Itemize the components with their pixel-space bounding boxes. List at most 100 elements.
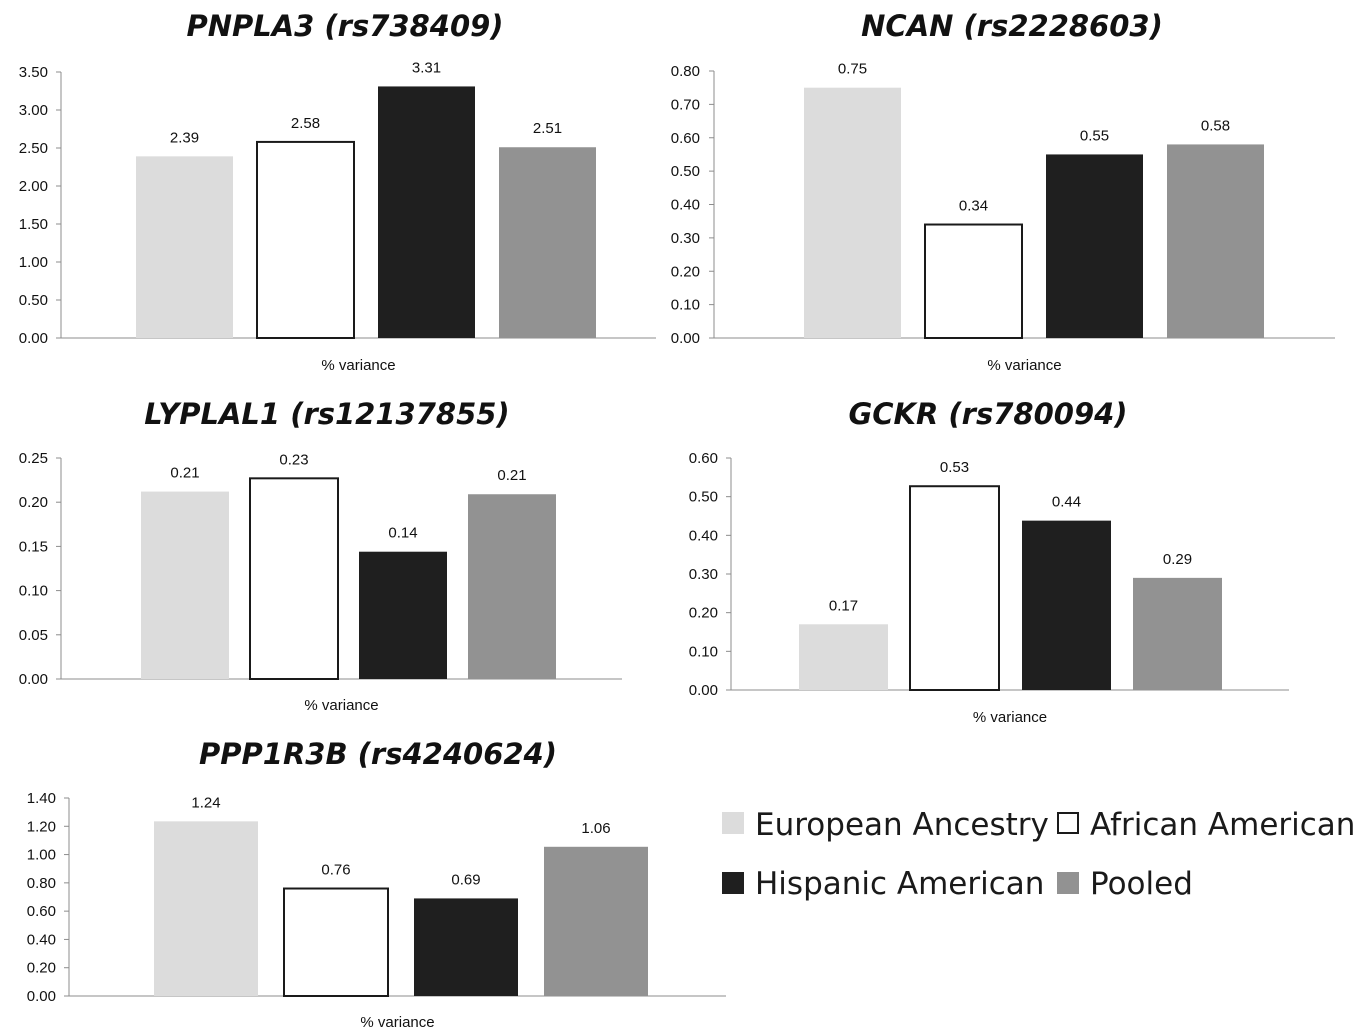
bar-african-american <box>924 223 1023 339</box>
y-tick-label: 0.10 <box>19 583 48 600</box>
chart-panel-1: PNPLA3 (rs738409) 0.00 0.50 1.00 1.50 2.00 2.5… <box>19 9 656 374</box>
data-label: 2.58 <box>291 115 320 132</box>
y-tick-label: 0.20 <box>689 605 718 622</box>
data-label: 0.75 <box>838 61 867 78</box>
chart-panel-2: NCAN (rs2228603) 0.00 0.10 0.20 0.30 0.40 0.50… <box>671 9 1335 374</box>
y-tick-label: 0.50 <box>689 489 718 506</box>
legend-label: African American <box>1090 807 1355 843</box>
legend-label: Pooled <box>1090 866 1193 902</box>
y-tick-label: 3.50 <box>19 64 48 81</box>
data-label: 0.69 <box>451 871 480 888</box>
bar-pooled <box>1133 577 1222 690</box>
bar-hispanic-american <box>1046 154 1143 338</box>
y-tick-label: 0.40 <box>689 527 718 544</box>
legend-swatch-pooled <box>1057 872 1079 894</box>
y-tick-label: 0.05 <box>19 627 48 644</box>
data-label: 0.44 <box>1052 494 1081 511</box>
legend: European Ancestry African American Hispani… <box>722 807 1355 902</box>
data-label: 0.29 <box>1163 551 1192 568</box>
y-tick-label: 1.00 <box>27 847 56 864</box>
y-tick-label: 0.25 <box>19 450 48 467</box>
bar-african-american <box>283 887 389 997</box>
x-axis-label: % variance <box>987 357 1061 374</box>
bar-pooled <box>499 147 596 338</box>
y-tick-label: 0.60 <box>27 903 56 920</box>
data-label: 1.06 <box>581 820 610 837</box>
data-label: 0.34 <box>959 198 988 215</box>
y-tick-label: 1.00 <box>19 254 48 271</box>
chart-title: PPP1R3B (rs4240624) <box>199 737 557 771</box>
chart-title: NCAN (rs2228603) <box>861 9 1163 43</box>
bar-african-american <box>249 477 339 680</box>
data-label: 0.58 <box>1201 117 1230 134</box>
y-tick-label: 0.30 <box>671 230 700 247</box>
bar-european-ancestry <box>136 156 233 338</box>
y-tick-label: 0.00 <box>19 330 48 347</box>
y-tick-label: 0.60 <box>671 130 700 147</box>
y-tick-label: 0.50 <box>19 292 48 309</box>
x-axis-label: % variance <box>973 709 1047 726</box>
y-tick-label: 0.00 <box>27 988 56 1005</box>
chart-panel-5: PPP1R3B (rs4240624) 0.00 0.20 0.40 0.60 0.80 1… <box>27 737 726 1029</box>
bar-hispanic-american <box>359 551 447 679</box>
y-tick-label: 0.00 <box>19 671 48 688</box>
bar-european-ancestry <box>141 491 229 679</box>
bar-hispanic-american <box>1022 520 1111 690</box>
y-tick-label: 0.70 <box>671 96 700 113</box>
y-tick-label: 0.50 <box>671 163 700 180</box>
y-tick-label: 1.40 <box>27 790 56 807</box>
data-label: 0.23 <box>279 451 308 468</box>
bar-african-american <box>909 485 1000 691</box>
data-label: 3.31 <box>412 59 441 76</box>
bar-hispanic-american <box>414 898 518 996</box>
data-label: 0.17 <box>829 597 858 614</box>
y-tick-label: 0.30 <box>689 566 718 583</box>
bar-european-ancestry <box>799 624 888 690</box>
y-tick-label: 3.00 <box>19 102 48 119</box>
bar-european-ancestry <box>154 821 258 996</box>
y-tick-label: 0.20 <box>671 263 700 280</box>
y-tick-label: 0.80 <box>27 875 56 892</box>
y-tick-label: 2.00 <box>19 178 48 195</box>
y-tick-label: 0.10 <box>671 297 700 314</box>
bar-african-american <box>256 140 355 339</box>
y-tick-label: 0.00 <box>671 330 700 347</box>
y-tick-label: 1.50 <box>19 216 48 233</box>
chart-title: PNPLA3 (rs738409) <box>186 9 503 43</box>
data-label: 0.14 <box>388 525 417 542</box>
x-axis-label: % variance <box>321 357 395 374</box>
data-label: 2.51 <box>533 120 562 137</box>
x-axis-label: % variance <box>360 1014 434 1029</box>
chart-panel-4: GCKR (rs780094) 0.00 0.10 0.20 0.30 0.40 0.50 0… <box>689 397 1289 726</box>
chart-title: GCKR (rs780094) <box>848 397 1127 431</box>
chart-title: LYPLAL1 (rs12137855) <box>144 397 509 431</box>
legend-swatch-african-american <box>1057 812 1079 834</box>
x-axis-label: % variance <box>304 697 378 714</box>
bar-pooled <box>468 494 556 679</box>
legend-swatch-hispanic-american <box>722 872 744 894</box>
data-label: 0.53 <box>940 459 969 476</box>
data-label: 0.55 <box>1080 127 1109 144</box>
bar-pooled <box>544 846 648 996</box>
y-tick-label: 0.40 <box>671 197 700 214</box>
data-label: 2.39 <box>170 129 199 146</box>
data-label: 1.24 <box>191 794 220 811</box>
y-tick-label: 0.15 <box>19 538 48 555</box>
legend-swatch-european-ancestry <box>722 812 744 834</box>
data-label: 0.76 <box>321 862 350 879</box>
legend-label: Hispanic American <box>755 866 1044 902</box>
y-tick-label: 1.20 <box>27 818 56 835</box>
bar-pooled <box>1167 144 1264 338</box>
bar-european-ancestry <box>804 87 901 338</box>
data-label: 0.21 <box>497 467 526 484</box>
legend-label: European Ancestry <box>755 807 1049 843</box>
y-tick-label: 0.20 <box>27 960 56 977</box>
y-tick-label: 0.20 <box>19 494 48 511</box>
y-tick-label: 0.10 <box>689 643 718 660</box>
y-tick-label: 0.00 <box>689 682 718 699</box>
y-tick-label: 0.80 <box>671 63 700 80</box>
data-label: 0.21 <box>170 465 199 482</box>
y-tick-label: 0.40 <box>27 931 56 948</box>
y-tick-label: 2.50 <box>19 140 48 157</box>
